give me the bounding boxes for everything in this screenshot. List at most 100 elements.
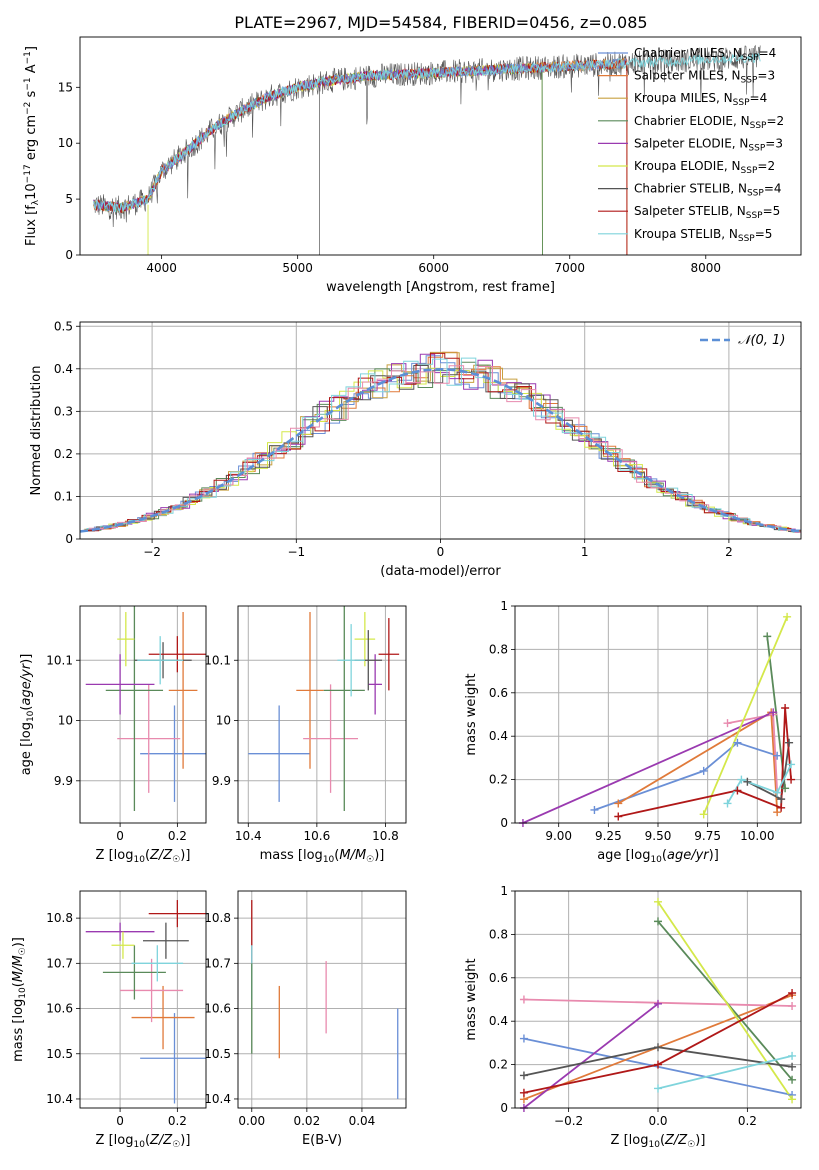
weight-marker-salpeter-elodie (769, 708, 778, 717)
weight-marker-chabrier-stelib (654, 1043, 662, 1052)
x-axis-label: wavelength [Angstrom, rest frame] (326, 280, 555, 295)
histogram-chabrier-miles (80, 355, 801, 533)
y-tick-label: 1 (500, 599, 508, 613)
y-tick-label: 0.4 (489, 729, 508, 743)
x-tick-label: 10.8 (372, 829, 399, 843)
y-tick-label: 0.5 (54, 319, 73, 333)
x-tick-label: 0.2 (168, 829, 187, 843)
histogram-salpeter-miles (82, 351, 801, 532)
x-tick-label: 9.50 (645, 829, 672, 843)
x-tick-label: 8000 (691, 261, 722, 275)
weight-marker-kroupa-elodie (788, 1095, 797, 1104)
x-tick-label: 9.00 (545, 829, 572, 843)
x-tick-label: 10.00 (740, 829, 774, 843)
weight-marker-chabrier-stelib (785, 738, 794, 747)
y-tick-label: 0.4 (54, 362, 73, 376)
weight-line-kroupa-elodie (657, 901, 793, 1100)
axes-frame (514, 890, 802, 1109)
weight-marker-chabrier-miles (699, 766, 708, 775)
legend-entry-chabrier-stelib: Chabrier STELIB, NSSP=4 (634, 182, 782, 199)
weight-vs-metallicity-panel: −0.2 0.0 0.2 0 0.2 0.4 0.6 0.8 1 Z [log10(Z/Z☉)] m… (464, 884, 802, 1150)
spectrum-panel: 4000 5000 6000 7000 8000 0 5 10 15 Chabrier MILES… (23, 36, 802, 295)
residuals-panel: −2 −1 0 1 2 0 0.1 0.2 0.3 0.4 0.5 𝒩(0, 1) (data-mode… (29, 319, 802, 579)
age-vs-mass-panel: 10.4 10.6 10.8 9.9 10 10.1 mass [log10(M/M☉)] (204, 605, 407, 865)
weight-marker-kroupa-stelib (654, 1084, 662, 1093)
weight-marker-chabrier-stelib (788, 1062, 797, 1071)
weight-line-salpeter-elodie (522, 711, 774, 823)
x-tick-label: 2 (725, 545, 733, 559)
weight-line-kroupa-stelib (657, 1055, 793, 1090)
x-axis-label: (data-model)/error (380, 564, 501, 579)
x-tick-label: −1 (287, 545, 305, 559)
weight-marker-pink (723, 719, 732, 728)
y-tick-label: 10 (58, 136, 73, 150)
weight-marker-salpeter-stelib (777, 803, 786, 812)
weight-marker-salpeter-stelib (781, 703, 790, 712)
y-tick-label: 0.4 (489, 1014, 508, 1028)
y-axis-label: mass [log10(M/M☉)] (11, 937, 28, 1062)
weight-marker-chabrier-miles (590, 805, 599, 814)
x-tick-label: 0.00 (238, 1114, 265, 1128)
weight-marker-pink (519, 995, 528, 1004)
x-tick-label: 4000 (146, 261, 177, 275)
y-tick-label: 5 (65, 192, 73, 206)
histogram-chabrier-stelib (82, 365, 801, 532)
weight-marker-salpeter-stelib (788, 988, 797, 997)
y-axis-label: Normed distribution (29, 366, 44, 496)
y-tick-label: 10.4 (46, 1092, 73, 1106)
weight-marker-kroupa-stelib (788, 1051, 797, 1060)
x-tick-label: −2 (143, 545, 161, 559)
axes-frame (79, 605, 207, 824)
plot-area (251, 900, 399, 1099)
y-tick-label: 0.8 (489, 927, 508, 941)
y-tick-label: 0 (65, 532, 73, 546)
y-tick-label: 0.1 (54, 489, 73, 503)
y-tick-label: 10.1 (204, 653, 231, 667)
y-tick-label: 10.8 (204, 911, 231, 925)
x-tick-label: 0.02 (293, 1114, 320, 1128)
y-tick-label: 10 (216, 714, 231, 728)
weight-marker-kroupa-elodie (654, 897, 662, 906)
y-axis-label: mass weight (464, 673, 479, 755)
x-tick-label: 1 (581, 545, 589, 559)
x-tick-label: 10.4 (235, 829, 262, 843)
weight-marker-kroupa-stelib (737, 775, 746, 784)
weight-marker-kroupa-elodie (783, 612, 792, 621)
y-tick-label: 10.8 (46, 911, 73, 925)
y-tick-label: 9.9 (54, 774, 73, 788)
weight-marker-kroupa-stelib (787, 760, 796, 769)
spectrum-line-kroupa-stelib (93, 53, 761, 214)
weight-marker-chabrier-elodie (788, 1075, 797, 1084)
y-tick-label: 0 (65, 248, 73, 262)
y-tick-label: 0.6 (489, 686, 508, 700)
y-tick-label: 0.3 (54, 404, 73, 418)
y-axis-label: Flux [fλ10−17 erg cm−2 s−1 A−1] (23, 46, 41, 246)
plot-area (85, 900, 206, 1104)
x-axis-label: age [log10(age/yr)] (597, 848, 719, 865)
weight-marker-chabrier-stelib (743, 777, 752, 786)
mass-vs-metallicity-panel: 0 0.2 10.4 10.5 10.6 10.7 10.8 Z [log10(Z/Z☉)] m… (11, 890, 207, 1150)
normal-reference-curve (80, 367, 801, 533)
x-tick-label: −0.2 (554, 1114, 583, 1128)
legend-entry-normal: 𝒩(0, 1) (738, 333, 785, 348)
y-tick-label: 0.6 (489, 971, 508, 985)
y-axis-label: age [log10(age/yr)] (19, 654, 36, 776)
y-tick-label: 1 (500, 884, 508, 898)
weight-marker-chabrier-elodie (654, 917, 662, 926)
y-tick-label: 10 (58, 714, 73, 728)
x-axis-label: Z [log10(Z/Z☉)] (611, 1133, 706, 1150)
weight-marker-chabrier-miles (733, 738, 742, 747)
weight-marker-chabrier-elodie (763, 632, 772, 641)
legend-entry-salpeter-miles: Salpeter MILES, NSSP=3 (634, 69, 775, 86)
histogram-salpeter-elodie (88, 353, 801, 533)
axes-frame (514, 605, 802, 824)
x-tick-label: 7000 (554, 261, 585, 275)
weight-marker-chabrier-miles (519, 1034, 528, 1043)
weight-line-salpeter-stelib (618, 707, 792, 818)
figure-title: PLATE=2967, MJD=54584, FIBERID=0456, z=0… (234, 13, 647, 32)
weight-line-kroupa-stelib (726, 764, 792, 804)
weight-marker-salpeter-stelib (787, 775, 796, 784)
x-tick-label: 9.25 (595, 829, 622, 843)
x-tick-label: 0 (437, 545, 445, 559)
weight-line-kroupa-elodie (702, 616, 788, 815)
